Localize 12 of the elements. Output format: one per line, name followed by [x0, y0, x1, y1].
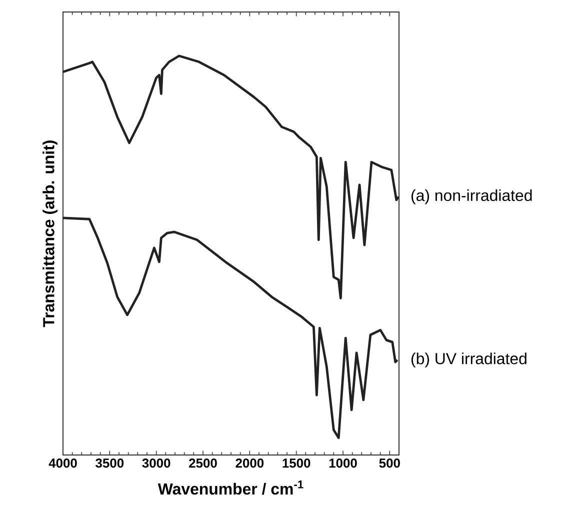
- x-tick-label: 1000: [329, 458, 357, 468]
- x-axis-title: Wavenumber / cm$^{-1}$: [158, 480, 304, 495]
- x-tick-label: 3500: [96, 458, 124, 468]
- x-tick-label: 2500: [189, 458, 217, 468]
- series-label: (b) UV irradiated: [412, 352, 526, 368]
- x-tick-label: 500: [379, 458, 400, 468]
- x-tick-label: 2000: [236, 458, 264, 468]
- x-tick-label: 1500: [282, 458, 310, 468]
- x-tick-label: 3000: [142, 458, 170, 468]
- x-tick-label: 4000: [48, 458, 77, 468]
- series-label: (a) non-irradiated: [412, 189, 532, 204]
- y-axis-title: Transmittance (arb. unit): [42, 140, 58, 328]
